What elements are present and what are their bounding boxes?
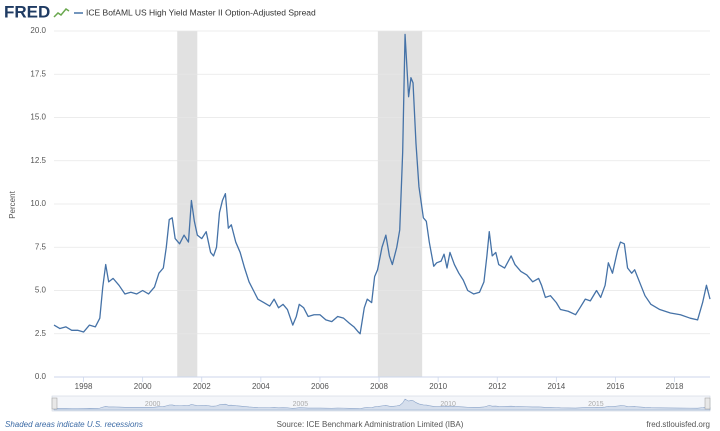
navigator-handle[interactable]	[704, 397, 711, 410]
y-tick-label: 15.0	[30, 113, 46, 122]
navigator-tick-label: 2010	[440, 401, 456, 408]
footer-url[interactable]: fred.stlouisfed.org	[646, 420, 710, 429]
navigator-line	[53, 398, 711, 411]
footer-source: Source: ICE Benchmark Administration Lim…	[277, 420, 464, 429]
navigator-tick-label: 2000	[145, 401, 161, 408]
y-tick-label: 7.5	[35, 242, 47, 251]
y-tick-label: 12.5	[30, 156, 46, 165]
x-tick-label: 2010	[429, 382, 447, 391]
y-tick-label: 10.0	[30, 199, 46, 208]
x-tick-label: 2012	[488, 382, 506, 391]
plot-area: 0.0 2.5 5.0 7.5 10.0 12.5 15.0 17.5 20.0 1998 2000…	[30, 26, 711, 391]
x-tick-label: 2014	[547, 382, 565, 391]
y-axis-label: Percent	[8, 190, 17, 218]
navigator-tick-label: 2005	[293, 401, 309, 408]
x-tick-label: 2002	[193, 382, 211, 391]
x-tick-label: 2008	[370, 382, 388, 391]
navigator-series: 2000 2005 2010 2015	[53, 398, 711, 411]
logo-icon	[53, 8, 70, 18]
y-tick-label: 0.0	[35, 372, 47, 381]
y-tick-label: 5.0	[35, 286, 47, 295]
series-line	[53, 33, 711, 335]
navigator-tick-label: 2015	[588, 401, 604, 408]
y-tick-label: 20.0	[30, 26, 46, 35]
footer-note[interactable]: Shaded areas indicate U.S. recessions	[5, 420, 143, 429]
navigator-handle[interactable]	[51, 397, 58, 410]
logo[interactable]: FRED	[4, 2, 50, 21]
x-tick-label: 2006	[311, 382, 329, 391]
y-tick-label: 17.5	[30, 69, 46, 78]
x-tick-label: 2018	[666, 382, 684, 391]
legend-label: ICE BofAML US High Yield Master II Optio…	[86, 7, 316, 17]
x-tick-label: 2000	[134, 382, 152, 391]
y-tick-label: 2.5	[35, 329, 47, 338]
x-tick-label: 1998	[75, 382, 93, 391]
x-tick-label: 2016	[607, 382, 625, 391]
x-tick-label: 2004	[252, 382, 270, 391]
